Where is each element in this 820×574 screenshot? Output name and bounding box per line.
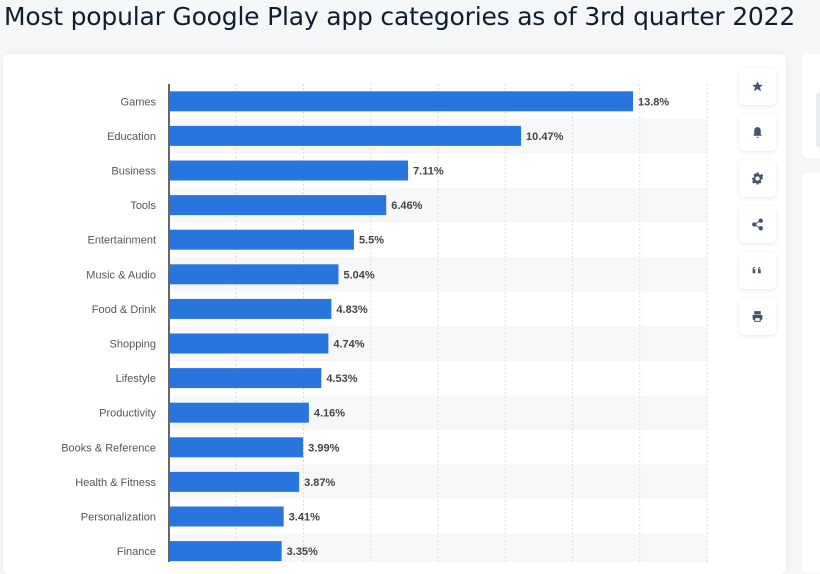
data-label: 7.11%	[413, 166, 444, 178]
category-label: Entertainment	[88, 235, 156, 247]
quote-icon	[752, 266, 761, 274]
notification-button[interactable]	[739, 114, 776, 151]
gear-icon	[752, 172, 764, 185]
settings-button[interactable]	[739, 160, 776, 197]
bar	[170, 333, 329, 354]
data-label: 13.8%	[638, 96, 669, 108]
star-icon	[752, 81, 763, 92]
print-icon	[752, 311, 763, 322]
bar	[170, 160, 409, 181]
bar	[170, 402, 309, 423]
cite-button[interactable]	[739, 252, 776, 289]
data-label: 4.74%	[333, 339, 364, 351]
data-label: 4.83%	[336, 304, 367, 316]
category-label: Tools	[130, 200, 156, 212]
category-label: Lifestyle	[116, 373, 156, 385]
category-label: Education	[107, 131, 156, 143]
bar	[170, 91, 634, 112]
category-label: Finance	[117, 546, 156, 558]
bar	[170, 229, 354, 250]
print-button[interactable]	[739, 298, 776, 335]
category-label: Productivity	[99, 408, 156, 420]
category-label: Shopping	[110, 339, 157, 351]
data-label: 3.41%	[289, 512, 320, 524]
data-label: 5.04%	[343, 269, 374, 281]
bar	[170, 125, 522, 146]
side-panel-inner	[816, 92, 820, 148]
side-panel-lower	[802, 173, 820, 573]
data-label: 3.99%	[308, 442, 339, 454]
bell-icon	[753, 127, 762, 138]
bar	[170, 368, 322, 389]
category-label: Business	[111, 166, 156, 178]
category-label: Health & Fitness	[75, 477, 156, 489]
share-button[interactable]	[739, 206, 776, 243]
category-label: Books & Reference	[61, 442, 156, 454]
category-label: Food & Drink	[92, 304, 157, 316]
category-label: Music & Audio	[86, 269, 156, 281]
bar	[170, 195, 387, 216]
share-icon	[752, 218, 763, 231]
data-label: 4.53%	[326, 373, 357, 385]
bar	[170, 471, 300, 492]
category-label: Games	[121, 96, 157, 108]
bar	[170, 298, 332, 319]
category-label: Personalization	[81, 512, 156, 524]
bar	[170, 541, 282, 562]
data-label: 5.5%	[359, 235, 384, 247]
data-label: 3.87%	[304, 477, 335, 489]
bar	[170, 264, 339, 285]
favorite-button[interactable]	[739, 68, 776, 105]
page-title: Most popular Google Play app categories …	[4, 2, 796, 31]
bar	[170, 437, 304, 458]
data-label: 4.16%	[314, 408, 345, 420]
side-panel	[802, 54, 820, 158]
bar	[170, 506, 284, 527]
data-label: 10.47%	[526, 131, 564, 143]
bar-chart: Games 13.8% Education 10.47% Business 7.11% To…	[61, 84, 708, 562]
data-label: 6.46%	[391, 200, 422, 212]
data-label: 3.35%	[287, 546, 318, 558]
